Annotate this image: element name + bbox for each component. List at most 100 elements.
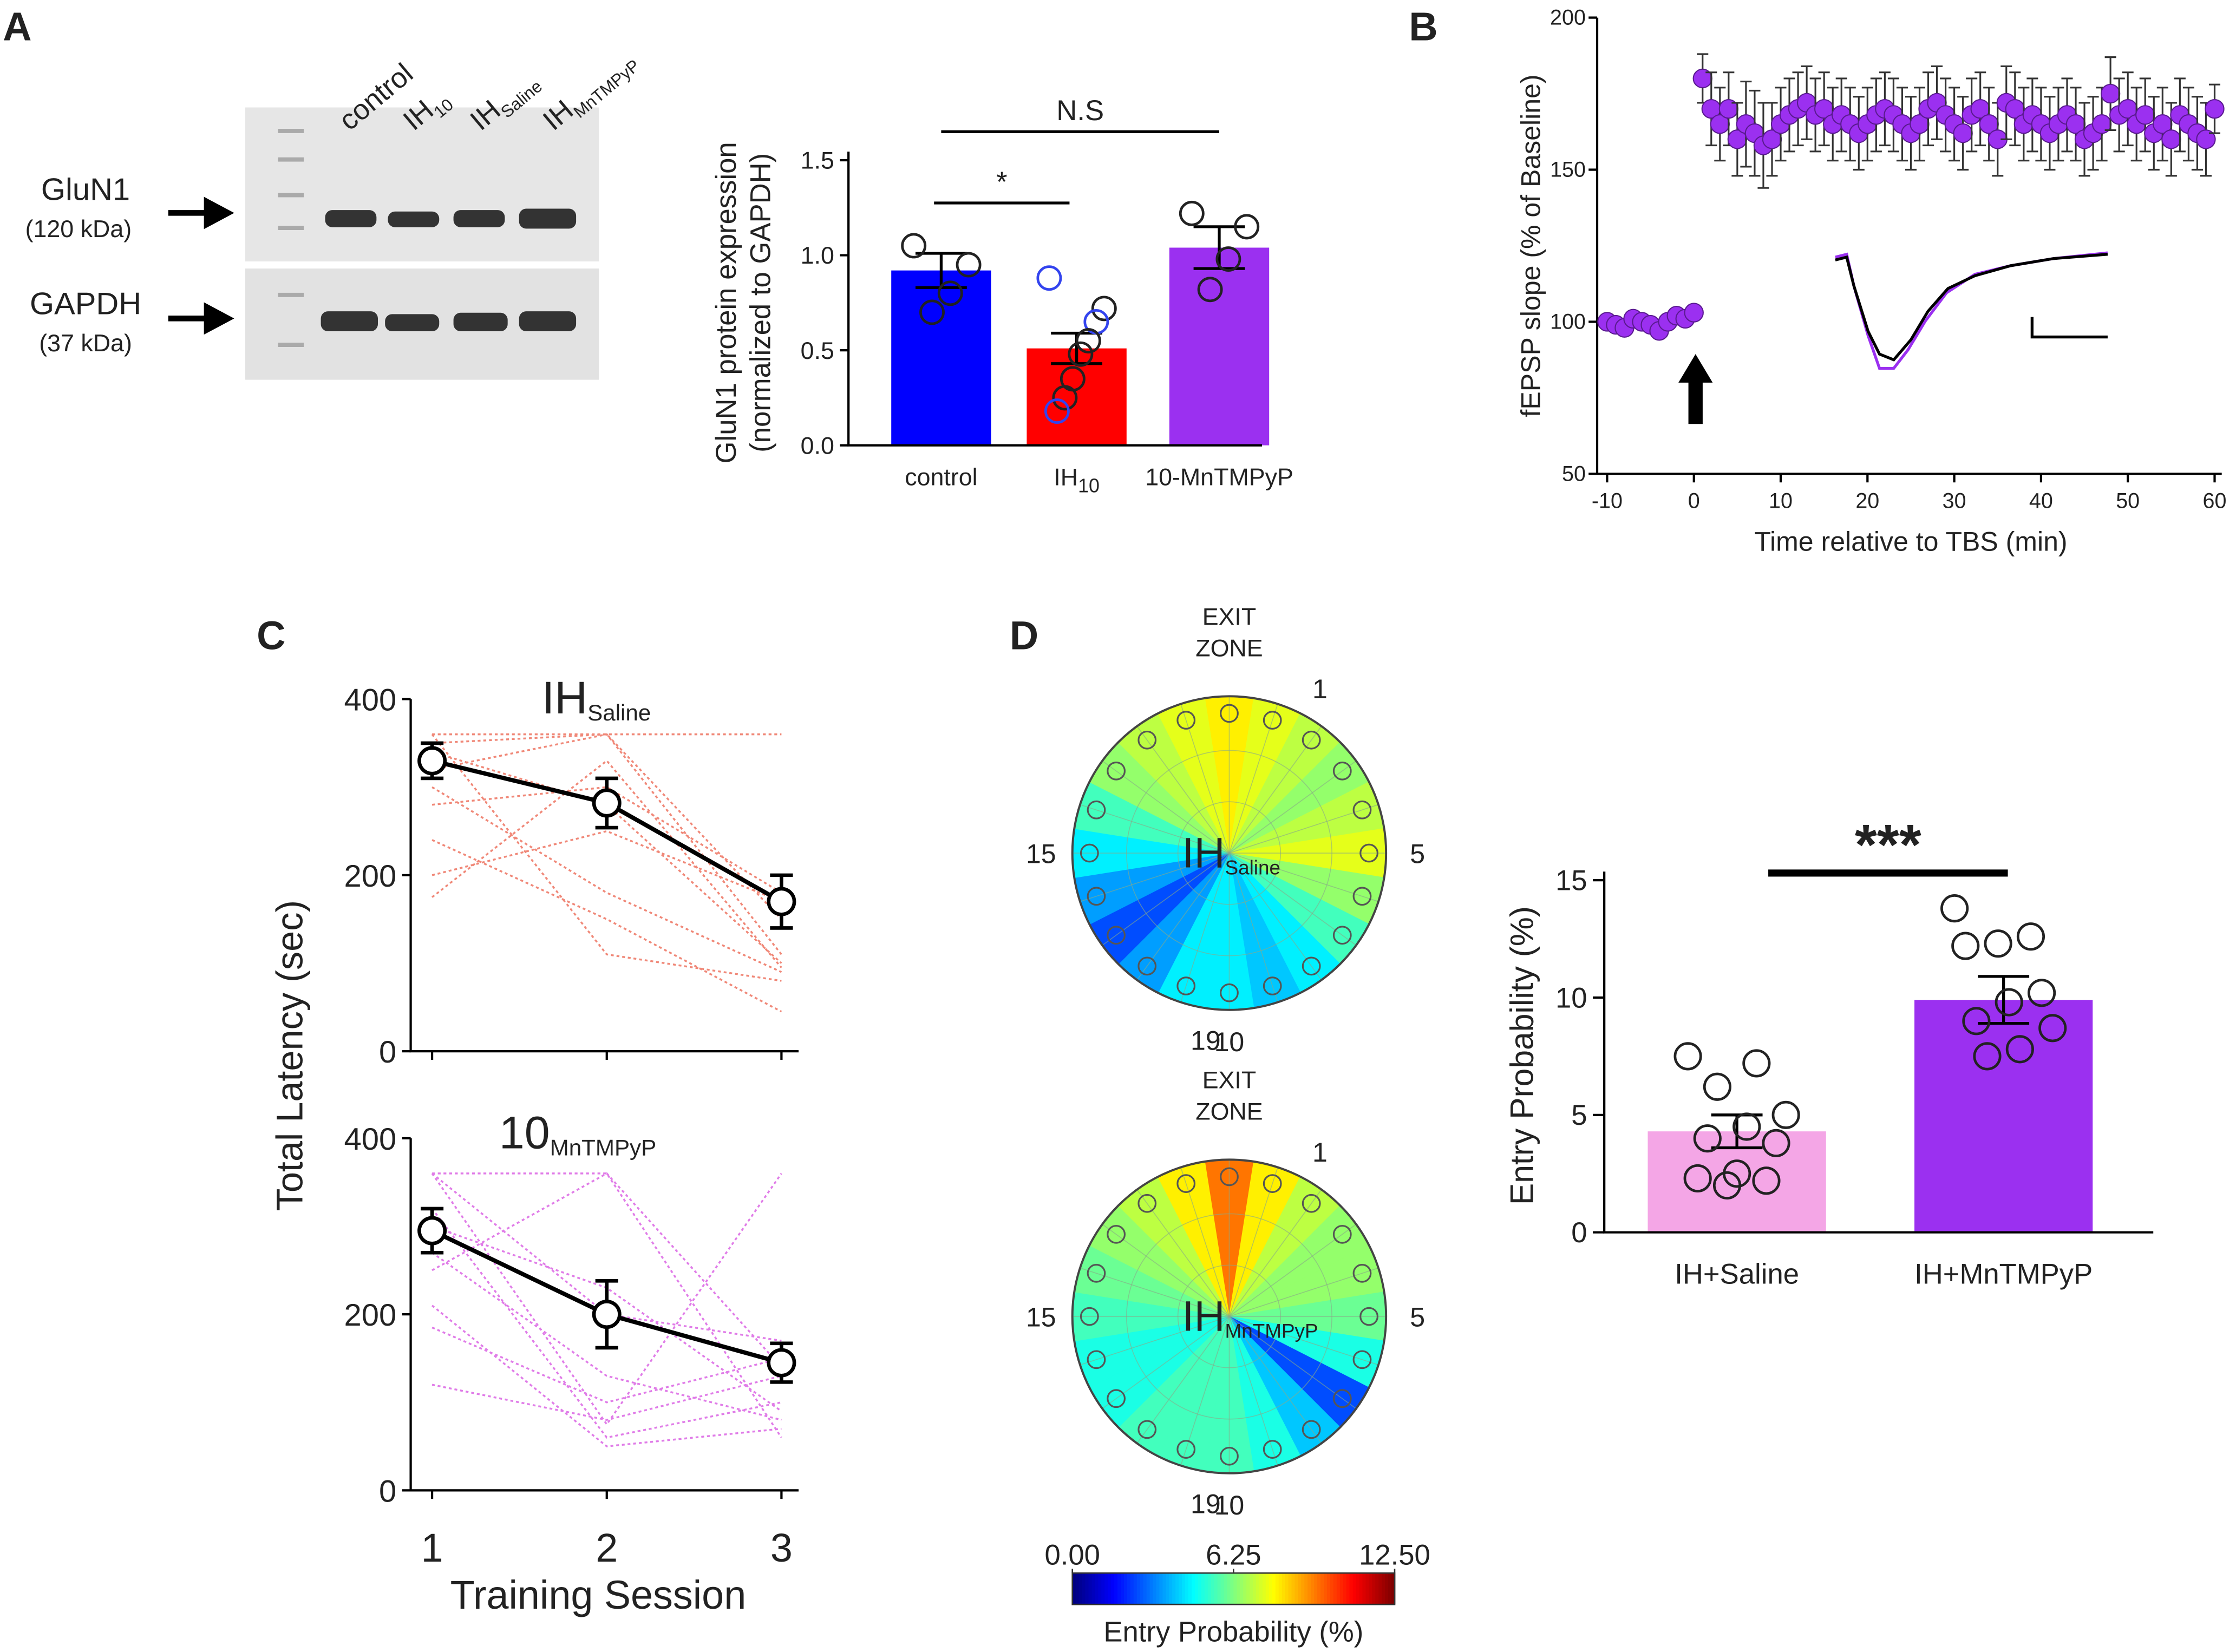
x-tick-label: 10 xyxy=(1769,489,1793,513)
chart-title-sub: MnTMPyP xyxy=(550,1135,657,1160)
data-point xyxy=(1771,1100,1800,1129)
colorbar-label: Entry Probability (%) xyxy=(1103,1616,1363,1648)
mean-point xyxy=(417,746,447,776)
colorbar-cell xyxy=(1114,1573,1119,1605)
colorbar-cell xyxy=(1246,1573,1251,1605)
hole xyxy=(1359,843,1378,863)
data-point xyxy=(937,280,963,306)
hole xyxy=(1220,1446,1239,1466)
colorbar-cell xyxy=(1259,1573,1264,1605)
individual-line xyxy=(431,1208,782,1439)
hole xyxy=(1137,956,1157,976)
y-axis-label: Total Latency (sec) xyxy=(269,900,310,1211)
data-point xyxy=(1940,894,1969,923)
data-point xyxy=(1762,1129,1790,1157)
hole xyxy=(1263,976,1282,995)
blot-row-label: GAPDH xyxy=(30,286,141,321)
hole-label: 10 xyxy=(1214,1027,1245,1057)
colorbar-cell xyxy=(1288,1573,1292,1605)
data-point xyxy=(1962,1007,1991,1035)
colorbar-cell xyxy=(1278,1573,1283,1605)
y-axis-label: Entry Probability (%) xyxy=(1503,906,1540,1205)
colorbar-cell xyxy=(1330,1573,1335,1605)
individual-line xyxy=(432,1172,782,1438)
x-tick-label: IH+MnTMPyP xyxy=(1914,1258,2093,1290)
colorbar-cell xyxy=(1072,1573,1076,1605)
y-axis-label: (normalized to GAPDH) xyxy=(744,153,776,453)
y-tick-label: 0.5 xyxy=(801,337,834,364)
y-tick-label: 50 xyxy=(1562,462,1586,486)
colorbar-cell xyxy=(1101,1573,1106,1605)
colorbar-cell xyxy=(1275,1573,1280,1605)
x-tick-label-sub: 10 xyxy=(1078,475,1100,497)
colorbar-cell xyxy=(1166,1573,1170,1605)
hole xyxy=(1176,1440,1196,1459)
individual-line xyxy=(431,786,782,894)
colorbar-cell xyxy=(1382,1573,1386,1605)
data-point xyxy=(1732,1112,1761,1141)
data-point xyxy=(2205,99,2225,119)
x-tick-label: 50 xyxy=(2116,489,2140,513)
individual-line xyxy=(431,1172,782,1368)
axes xyxy=(1603,871,2154,1234)
colorbar-cell xyxy=(1391,1573,1396,1605)
colorbar-cell xyxy=(1130,1573,1135,1605)
hole xyxy=(1080,1307,1099,1326)
x-tick-label: 20 xyxy=(1855,489,1879,513)
tbs-arrow xyxy=(1678,354,1713,424)
y-tick-label: 0 xyxy=(379,1035,396,1070)
bar xyxy=(1169,247,1270,445)
colorbar-cell xyxy=(1111,1573,1115,1605)
y-axis-label: fEPSP slope (% of Baseline) xyxy=(1516,74,1546,417)
individual-line xyxy=(431,830,782,903)
data-point xyxy=(1703,1072,1731,1101)
hole xyxy=(1137,1194,1157,1213)
data-point xyxy=(1044,398,1070,424)
y-tick-label: 200 xyxy=(1550,6,1586,30)
colorbar-cell xyxy=(1198,1573,1202,1605)
hole-label: 19 xyxy=(1191,1489,1221,1519)
hole xyxy=(1263,1440,1282,1459)
colorbar-cell xyxy=(1304,1573,1309,1605)
significance-label: N.S xyxy=(1056,95,1104,127)
y-tick-label: 15 xyxy=(1555,865,1587,897)
significance-label: * xyxy=(996,166,1008,198)
colorbar-tick-label: 6.25 xyxy=(1206,1539,1261,1571)
data-point xyxy=(2005,1035,2034,1064)
data-point xyxy=(1036,265,1062,291)
chart-title-main: IH xyxy=(1182,828,1225,876)
x-tick-label: -10 xyxy=(1592,489,1623,513)
hole xyxy=(1263,1174,1282,1193)
chart-title: 10MnTMPyP xyxy=(499,1107,656,1160)
x-tick-label-main: IH xyxy=(1054,463,1078,490)
hole xyxy=(1087,800,1106,820)
colorbar-cell xyxy=(1217,1573,1221,1605)
y-tick-label: 10 xyxy=(1555,982,1587,1014)
mean-point xyxy=(592,788,622,818)
colorbar-cell xyxy=(1153,1573,1157,1605)
hole xyxy=(1176,976,1196,995)
colorbar-cell xyxy=(1298,1573,1302,1605)
colorbar-cell xyxy=(1078,1573,1083,1605)
colorbar-cell xyxy=(1359,1573,1363,1605)
colorbar-cell xyxy=(1175,1573,1180,1605)
y-tick-label: 0.0 xyxy=(801,432,834,459)
data-point xyxy=(901,233,927,259)
blot-row-label: GluN1 xyxy=(41,173,130,207)
hole xyxy=(1302,1420,1321,1439)
x-tick-label: control xyxy=(905,463,977,490)
x-tick-label: 1 xyxy=(421,1525,443,1570)
colorbar-cell xyxy=(1317,1573,1322,1605)
colorbar-cell xyxy=(1233,1573,1238,1605)
data-point xyxy=(1951,932,1980,960)
colorbar-cell xyxy=(1204,1573,1209,1605)
x-axis-label: Training Session xyxy=(450,1572,747,1617)
colorbar-cell xyxy=(1291,1573,1296,1605)
hole xyxy=(1359,1307,1378,1326)
data-point xyxy=(1973,1042,2002,1071)
colorbar-cell xyxy=(1311,1573,1315,1605)
colorbar-cell xyxy=(1169,1573,1173,1605)
y-tick-label: 1.5 xyxy=(801,147,834,174)
colorbar-cell xyxy=(1091,1573,1096,1605)
colorbar-tick-label: 12.50 xyxy=(1359,1539,1430,1571)
